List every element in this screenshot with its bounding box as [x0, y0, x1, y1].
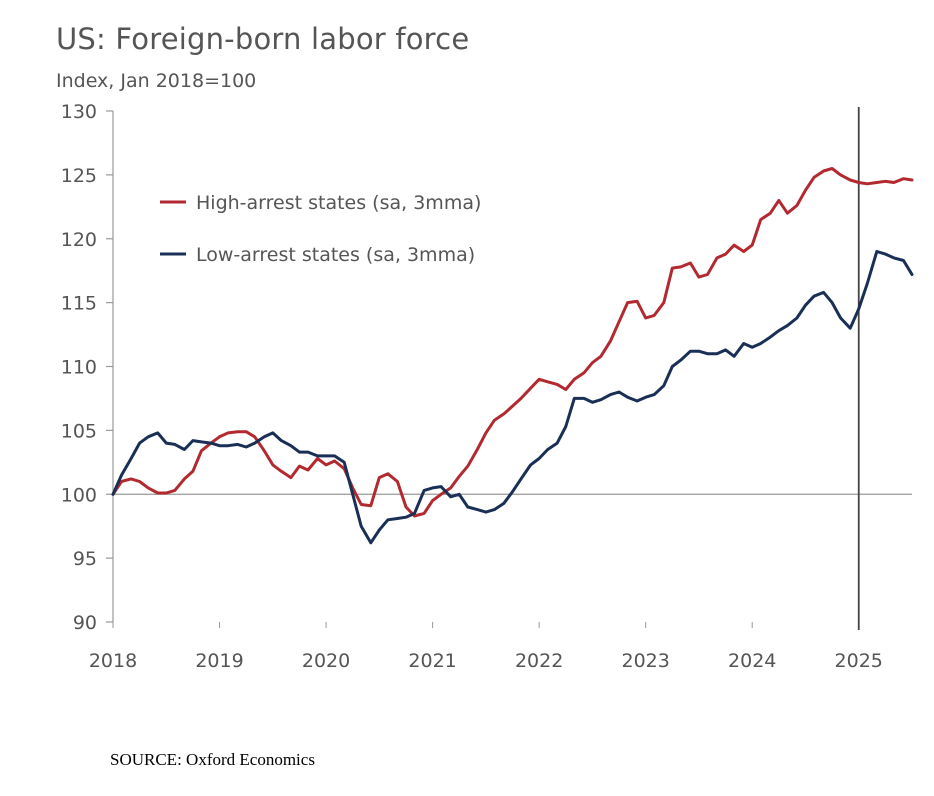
y-tick-label: 125 [61, 165, 97, 187]
y-tick-label: 100 [61, 484, 97, 506]
x-tick-label: 2018 [89, 650, 137, 672]
source-note: SOURCE: Oxford Economics [110, 750, 315, 769]
y-tick-label: 90 [73, 612, 97, 634]
legend-label: Low-arrest states (sa, 3mma) [196, 244, 475, 266]
legend-label: High-arrest states (sa, 3mma) [196, 192, 481, 214]
series-line-high-arrest [111, 167, 914, 518]
x-tick-label: 2021 [408, 650, 456, 672]
x-tick-label: 2023 [621, 650, 669, 672]
y-tick-label: 130 [61, 101, 97, 123]
x-tick-label: 2022 [515, 650, 563, 672]
y-tick-label: 105 [61, 420, 97, 442]
plot-area [111, 107, 914, 630]
y-tick-label: 95 [73, 548, 97, 570]
y-tick-label: 115 [61, 293, 97, 315]
y-tick-label: 110 [61, 357, 97, 379]
x-tick-label: 2019 [195, 650, 243, 672]
series-line-low-arrest [111, 250, 914, 545]
chart-subtitle: Index, Jan 2018=100 [56, 70, 257, 92]
x-tick-label: 2020 [302, 650, 350, 672]
legend: High-arrest states (sa, 3mma) Low-arrest … [160, 192, 481, 266]
y-axis: 90 95 100 105 110 115 120 125 130 [61, 101, 114, 634]
x-tick-label: 2024 [728, 650, 776, 672]
x-axis: 2018 2019 2020 2021 2022 2023 2024 2025 [89, 493, 912, 672]
x-tick-label: 2025 [835, 650, 883, 672]
chart-title: US: Foreign-born labor force [56, 22, 470, 56]
y-tick-label: 120 [61, 229, 97, 251]
